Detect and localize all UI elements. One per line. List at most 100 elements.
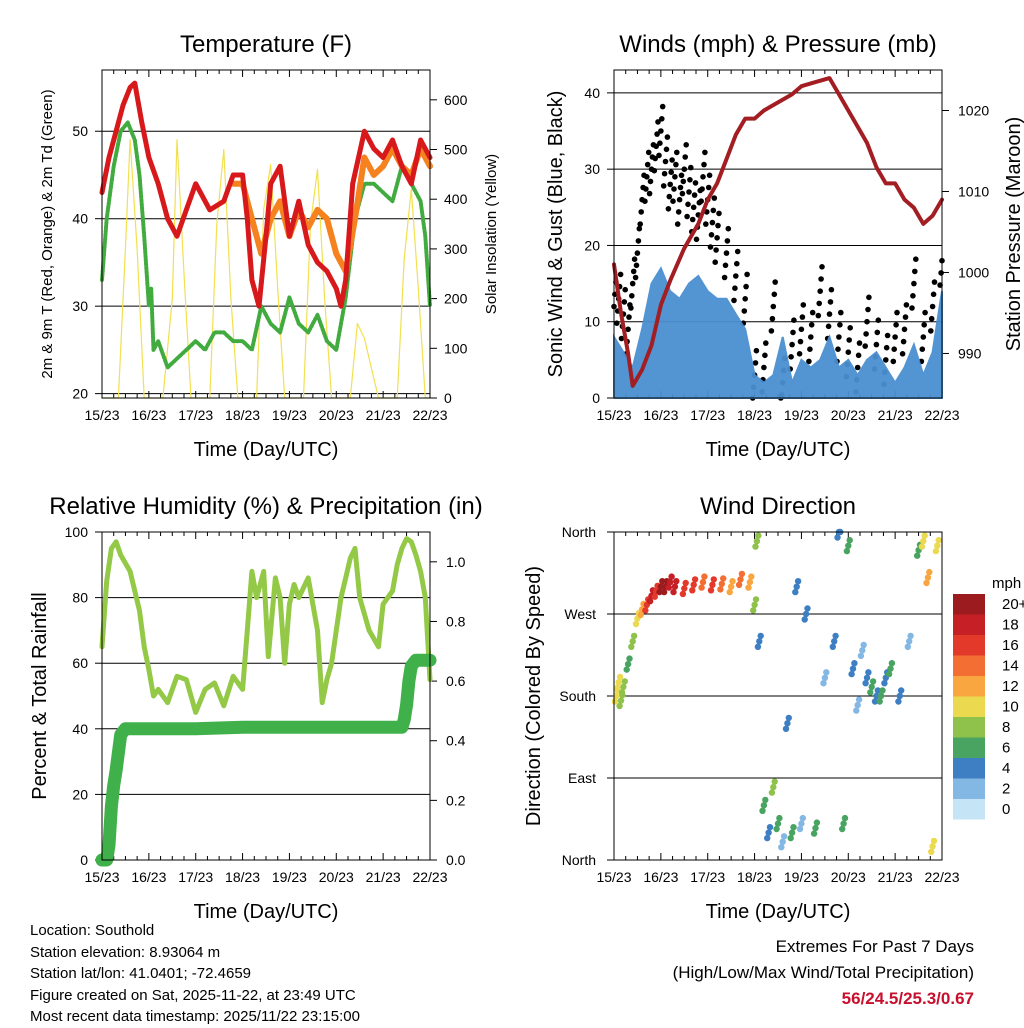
- direction-point: [614, 684, 621, 691]
- y2-tick-label: 100: [444, 340, 468, 356]
- gust-point: [661, 170, 668, 177]
- gust-point: [702, 149, 708, 156]
- gust-point: [706, 172, 713, 179]
- direction-point: [773, 825, 780, 833]
- gust-point: [817, 288, 823, 295]
- gust-point: [669, 157, 675, 163]
- gust-point: [800, 302, 807, 308]
- gust-point: [715, 222, 721, 229]
- humidity-xlabel: Time (Day/UTC): [194, 901, 339, 923]
- gust-point: [700, 174, 706, 180]
- x-tick-label: 21/23: [878, 407, 913, 423]
- gust-point: [628, 305, 634, 311]
- direction-point: [699, 578, 707, 586]
- legend-swatch: [953, 594, 985, 615]
- x-tick-label: 22/23: [412, 407, 447, 423]
- y-tick-label: 80: [72, 590, 88, 606]
- direction-point: [790, 824, 797, 831]
- direction-point: [868, 683, 875, 691]
- extremes-value: 56/24.5/25.3/0.67: [841, 989, 974, 1008]
- direction-point: [929, 843, 936, 850]
- direction-point: [710, 576, 717, 583]
- gust-point: [816, 300, 822, 307]
- direction-point: [787, 834, 794, 842]
- y2-axis-label: Station Pressure (Maroon): [1003, 117, 1024, 352]
- gust-point: [855, 352, 862, 359]
- y2-tick-label: 1000: [958, 264, 989, 280]
- direction-point: [881, 680, 888, 687]
- y-tick-label: 0: [592, 390, 600, 406]
- gust-point: [864, 318, 870, 325]
- y-tick-label: 30: [72, 298, 88, 314]
- direction-point: [932, 547, 940, 555]
- gust-point: [664, 134, 671, 140]
- gust-point: [633, 262, 640, 269]
- gust-point: [752, 360, 759, 366]
- gust-point: [771, 291, 778, 298]
- direction-point: [632, 620, 640, 628]
- y-tick-label: West: [564, 606, 596, 622]
- gust-point: [685, 201, 691, 208]
- gust-point: [629, 293, 635, 299]
- x-tick-label: 17/23: [178, 869, 213, 885]
- y2-tick-label: 300: [444, 241, 468, 257]
- winds-chart: Winds (mph) & Pressure (mb) Time (Day/UTC…: [545, 31, 1024, 461]
- gust-point: [714, 235, 720, 241]
- recent-text: Most recent data timestamp: 2025/11/22 2…: [30, 1008, 360, 1025]
- gust-point: [621, 299, 628, 305]
- legend-swatch: [953, 614, 985, 635]
- x-tick-label: 16/23: [131, 869, 166, 885]
- gust-point: [911, 280, 917, 287]
- gust-point: [663, 146, 670, 153]
- gust-point: [684, 213, 690, 220]
- direction-point: [698, 584, 705, 591]
- y2-tick-label: 400: [444, 191, 468, 207]
- direction-point: [667, 578, 674, 586]
- direction-point: [877, 692, 885, 700]
- gust-point: [708, 232, 715, 238]
- x-tick-label: 16/23: [643, 869, 678, 885]
- temperature-chart: Temperature (F) Time (Day/UTC) 15/23 16/23 1…: [39, 31, 500, 461]
- direction-point: [689, 587, 696, 594]
- direction-point: [774, 820, 782, 827]
- direction-point: [840, 820, 847, 827]
- direction-point: [616, 702, 623, 710]
- y-tick-label: 50: [72, 123, 88, 139]
- legend-label: 0: [1002, 801, 1010, 818]
- gust-point: [931, 279, 938, 285]
- temperature-xlabel: Time (Day/UTC): [194, 439, 339, 461]
- gust-point: [670, 198, 676, 204]
- direction-point: [804, 605, 811, 612]
- gust-point: [733, 273, 739, 279]
- direction-point: [670, 588, 677, 596]
- direction-point: [888, 660, 896, 667]
- gust-point: [731, 297, 737, 304]
- gust-point: [709, 219, 716, 226]
- temp-2m-series: [99, 80, 433, 309]
- direction-point: [841, 814, 849, 822]
- gust-point: [743, 283, 749, 290]
- y2-tick-label: 500: [444, 142, 468, 158]
- direction-point: [934, 542, 941, 549]
- gust-point: [723, 250, 730, 256]
- y-tick-label: 10: [584, 314, 600, 330]
- y2-tick-label: 0.2: [446, 792, 466, 808]
- direction-point: [755, 532, 762, 539]
- gust-point: [768, 328, 775, 334]
- gust-point: [637, 221, 643, 227]
- gust-point: [712, 259, 718, 266]
- gust-point: [688, 164, 694, 171]
- x-tick-label: 20/23: [319, 407, 354, 423]
- direction-point: [853, 707, 860, 714]
- direction-point: [764, 834, 771, 842]
- y2-tick-label: 0: [444, 390, 452, 406]
- gust-point: [903, 302, 910, 308]
- gust-point: [791, 317, 797, 324]
- gust-point: [891, 346, 897, 353]
- direction-point: [628, 643, 635, 650]
- gust-point: [701, 161, 707, 168]
- y-tick-label: East: [568, 770, 596, 786]
- y-tick-label: 40: [72, 211, 88, 227]
- x-tick-label: 15/23: [84, 407, 119, 423]
